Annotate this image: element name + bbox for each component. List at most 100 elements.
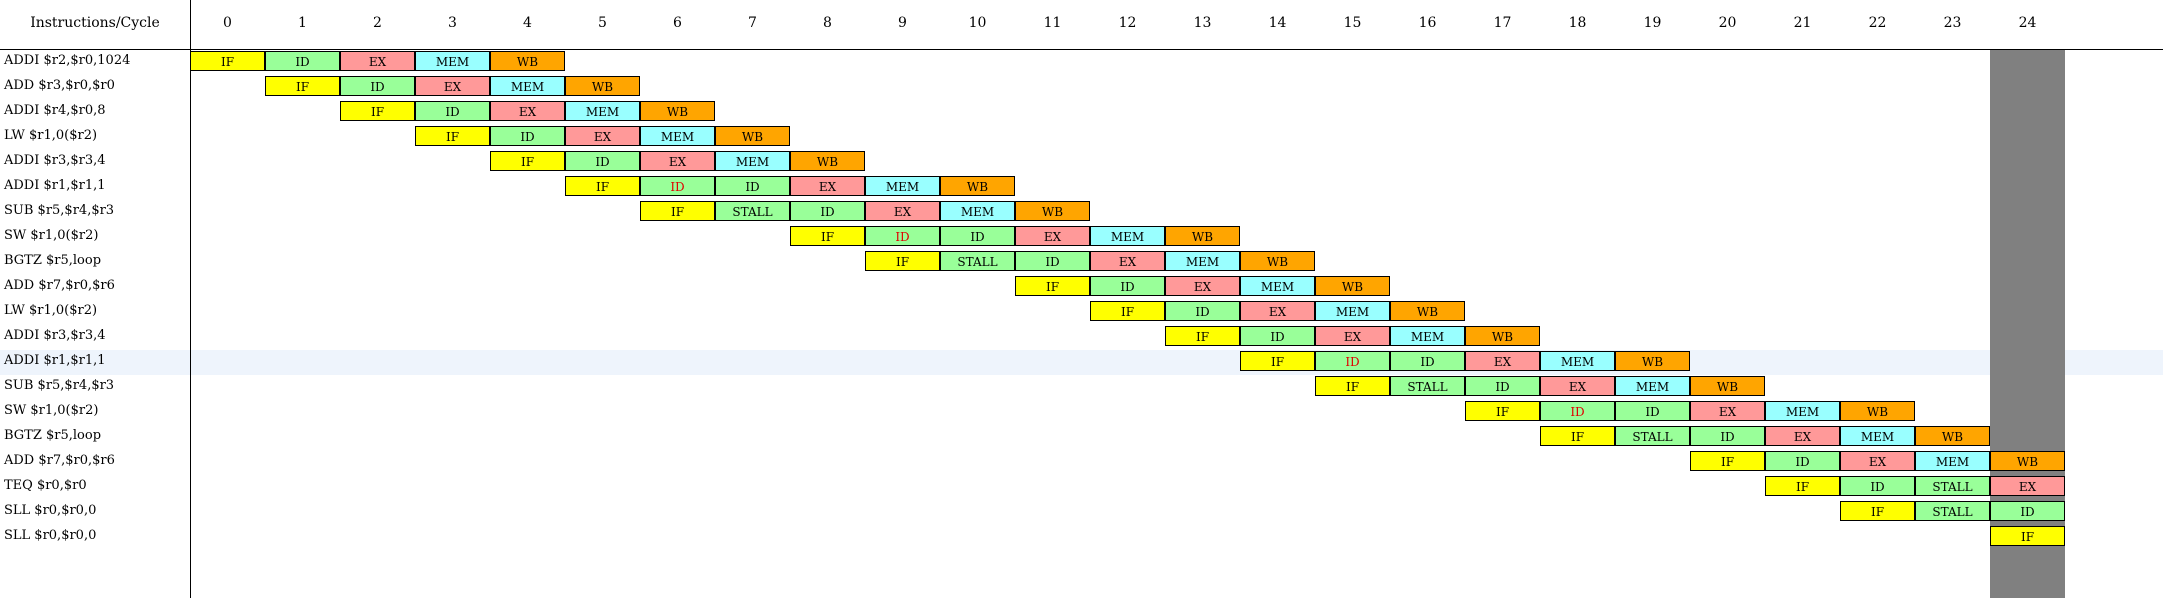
cycle-header-13: 13 [1193,15,1212,31]
instruction-row-label[interactable]: SUB $r5,$r4,$r3 [4,378,115,393]
stage-cell-id: ID [1690,426,1765,446]
instruction-row-label[interactable]: ADDI $r1,$r1,1 [4,178,106,193]
stage-cell-if: IF [640,201,715,221]
stage-cell-if: IF [1690,451,1765,471]
stage-cell-mem: MEM [1765,401,1840,421]
stage-cell-mem: MEM [715,151,790,171]
selected-row-highlight [0,350,2163,375]
instruction-row-label[interactable]: SUB $r5,$r4,$r3 [4,203,115,218]
stage-cell-mem: MEM [565,101,640,121]
cycle-header-21: 21 [1793,15,1812,31]
instruction-row-label[interactable]: BGTZ $r5,loop [4,428,102,443]
stage-cell-ex: EX [1540,376,1615,396]
instruction-row-label[interactable]: ADDI $r1,$r1,1 [4,353,106,368]
cycle-header-22: 22 [1868,15,1887,31]
stage-cell-if: IF [190,51,265,71]
stage-cell-if: IF [1240,351,1315,371]
instruction-row-label[interactable]: SLL $r0,$r0,0 [4,528,97,543]
header-divider [0,49,2163,50]
instruction-row-label[interactable]: BGTZ $r5,loop [4,253,102,268]
stage-cell-ex: EX [565,126,640,146]
stage-cell-ex: EX [1765,426,1840,446]
stage-cell-id: ID [1390,351,1465,371]
instruction-row-label[interactable]: SLL $r0,$r0,0 [4,503,97,518]
cycle-header-11: 11 [1043,15,1062,31]
stage-cell-id: ID [1165,301,1240,321]
stage-cell-if: IF [865,251,940,271]
cycle-header-15: 15 [1343,15,1362,31]
stage-cell-id: ID [1240,326,1315,346]
instructions-cycle-header: Instructions/Cycle [30,15,160,31]
stage-cell-ex: EX [1315,326,1390,346]
stage-cell-if: IF [1090,301,1165,321]
stage-cell-id: ID [490,126,565,146]
cycle-header-6: 6 [673,15,682,31]
stage-cell-wb: WB [1915,426,1990,446]
cycle-header-17: 17 [1493,15,1512,31]
cycle-header-16: 16 [1418,15,1437,31]
instruction-row-label[interactable]: ADDI $r3,$r3,4 [4,153,106,168]
stage-cell-id: ID [1465,376,1540,396]
stage-cell-wb: WB [565,76,640,96]
stage-cell-id: ID [1315,351,1390,371]
cycle-header-3: 3 [448,15,457,31]
stage-cell-wb: WB [1690,376,1765,396]
cycle-header-20: 20 [1718,15,1737,31]
instruction-row-label[interactable]: ADDI $r4,$r0,8 [4,103,106,118]
instruction-row-label[interactable]: ADD $r3,$r0,$r0 [4,78,115,93]
stage-cell-ex: EX [1465,351,1540,371]
stage-cell-id: ID [1090,276,1165,296]
cycle-header-10: 10 [968,15,987,31]
stage-cell-mem: MEM [1915,451,1990,471]
stage-cell-if: IF [1465,401,1540,421]
instruction-row-label[interactable]: ADD $r7,$r0,$r6 [4,453,115,468]
stage-cell-mem: MEM [1390,326,1465,346]
stage-cell-id: ID [640,176,715,196]
stage-cell-id: ID [790,201,865,221]
stage-cell-wb: WB [1615,351,1690,371]
stage-cell-id: ID [1990,501,2065,521]
stage-cell-id: ID [1540,401,1615,421]
stage-cell-stall: STALL [1390,376,1465,396]
stage-cell-ex: EX [865,201,940,221]
stage-cell-stall: STALL [1915,476,1990,496]
stage-cell-if: IF [1540,426,1615,446]
stage-cell-ex: EX [1690,401,1765,421]
cycle-header-2: 2 [373,15,382,31]
instruction-row-label[interactable]: SW $r1,0($r2) [4,228,99,243]
instruction-row-label[interactable]: ADD $r7,$r0,$r6 [4,278,115,293]
stage-cell-stall: STALL [715,201,790,221]
stage-cell-mem: MEM [1840,426,1915,446]
instruction-row-label[interactable]: SW $r1,0($r2) [4,403,99,418]
instruction-row-label[interactable]: LW $r1,0($r2) [4,303,98,318]
stage-cell-id: ID [265,51,340,71]
stage-cell-if: IF [415,126,490,146]
cycle-header-5: 5 [598,15,607,31]
stage-cell-stall: STALL [1915,501,1990,521]
stage-cell-mem: MEM [1615,376,1690,396]
stage-cell-wb: WB [1840,401,1915,421]
stage-cell-id: ID [940,226,1015,246]
cycle-header-8: 8 [823,15,832,31]
cycle-header-18: 18 [1568,15,1587,31]
stage-cell-if: IF [1015,276,1090,296]
stage-cell-if: IF [565,176,640,196]
stage-cell-wb: WB [1240,251,1315,271]
cycle-header-0: 0 [223,15,232,31]
stage-cell-ex: EX [790,176,865,196]
stage-cell-ex: EX [340,51,415,71]
stage-cell-ex: EX [1015,226,1090,246]
stage-cell-if: IF [340,101,415,121]
stage-cell-wb: WB [640,101,715,121]
stage-cell-ex: EX [1990,476,2065,496]
cycle-header-19: 19 [1643,15,1662,31]
stage-cell-if: IF [1840,501,1915,521]
stage-cell-id: ID [340,76,415,96]
instruction-row-label[interactable]: ADDI $r3,$r3,4 [4,328,106,343]
stage-cell-ex: EX [1840,451,1915,471]
instruction-row-label[interactable]: TEQ $r0,$r0 [4,478,87,493]
stage-cell-wb: WB [790,151,865,171]
instruction-row-label[interactable]: ADDI $r2,$r0,1024 [4,53,131,68]
stage-cell-wb: WB [715,126,790,146]
instruction-row-label[interactable]: LW $r1,0($r2) [4,128,98,143]
